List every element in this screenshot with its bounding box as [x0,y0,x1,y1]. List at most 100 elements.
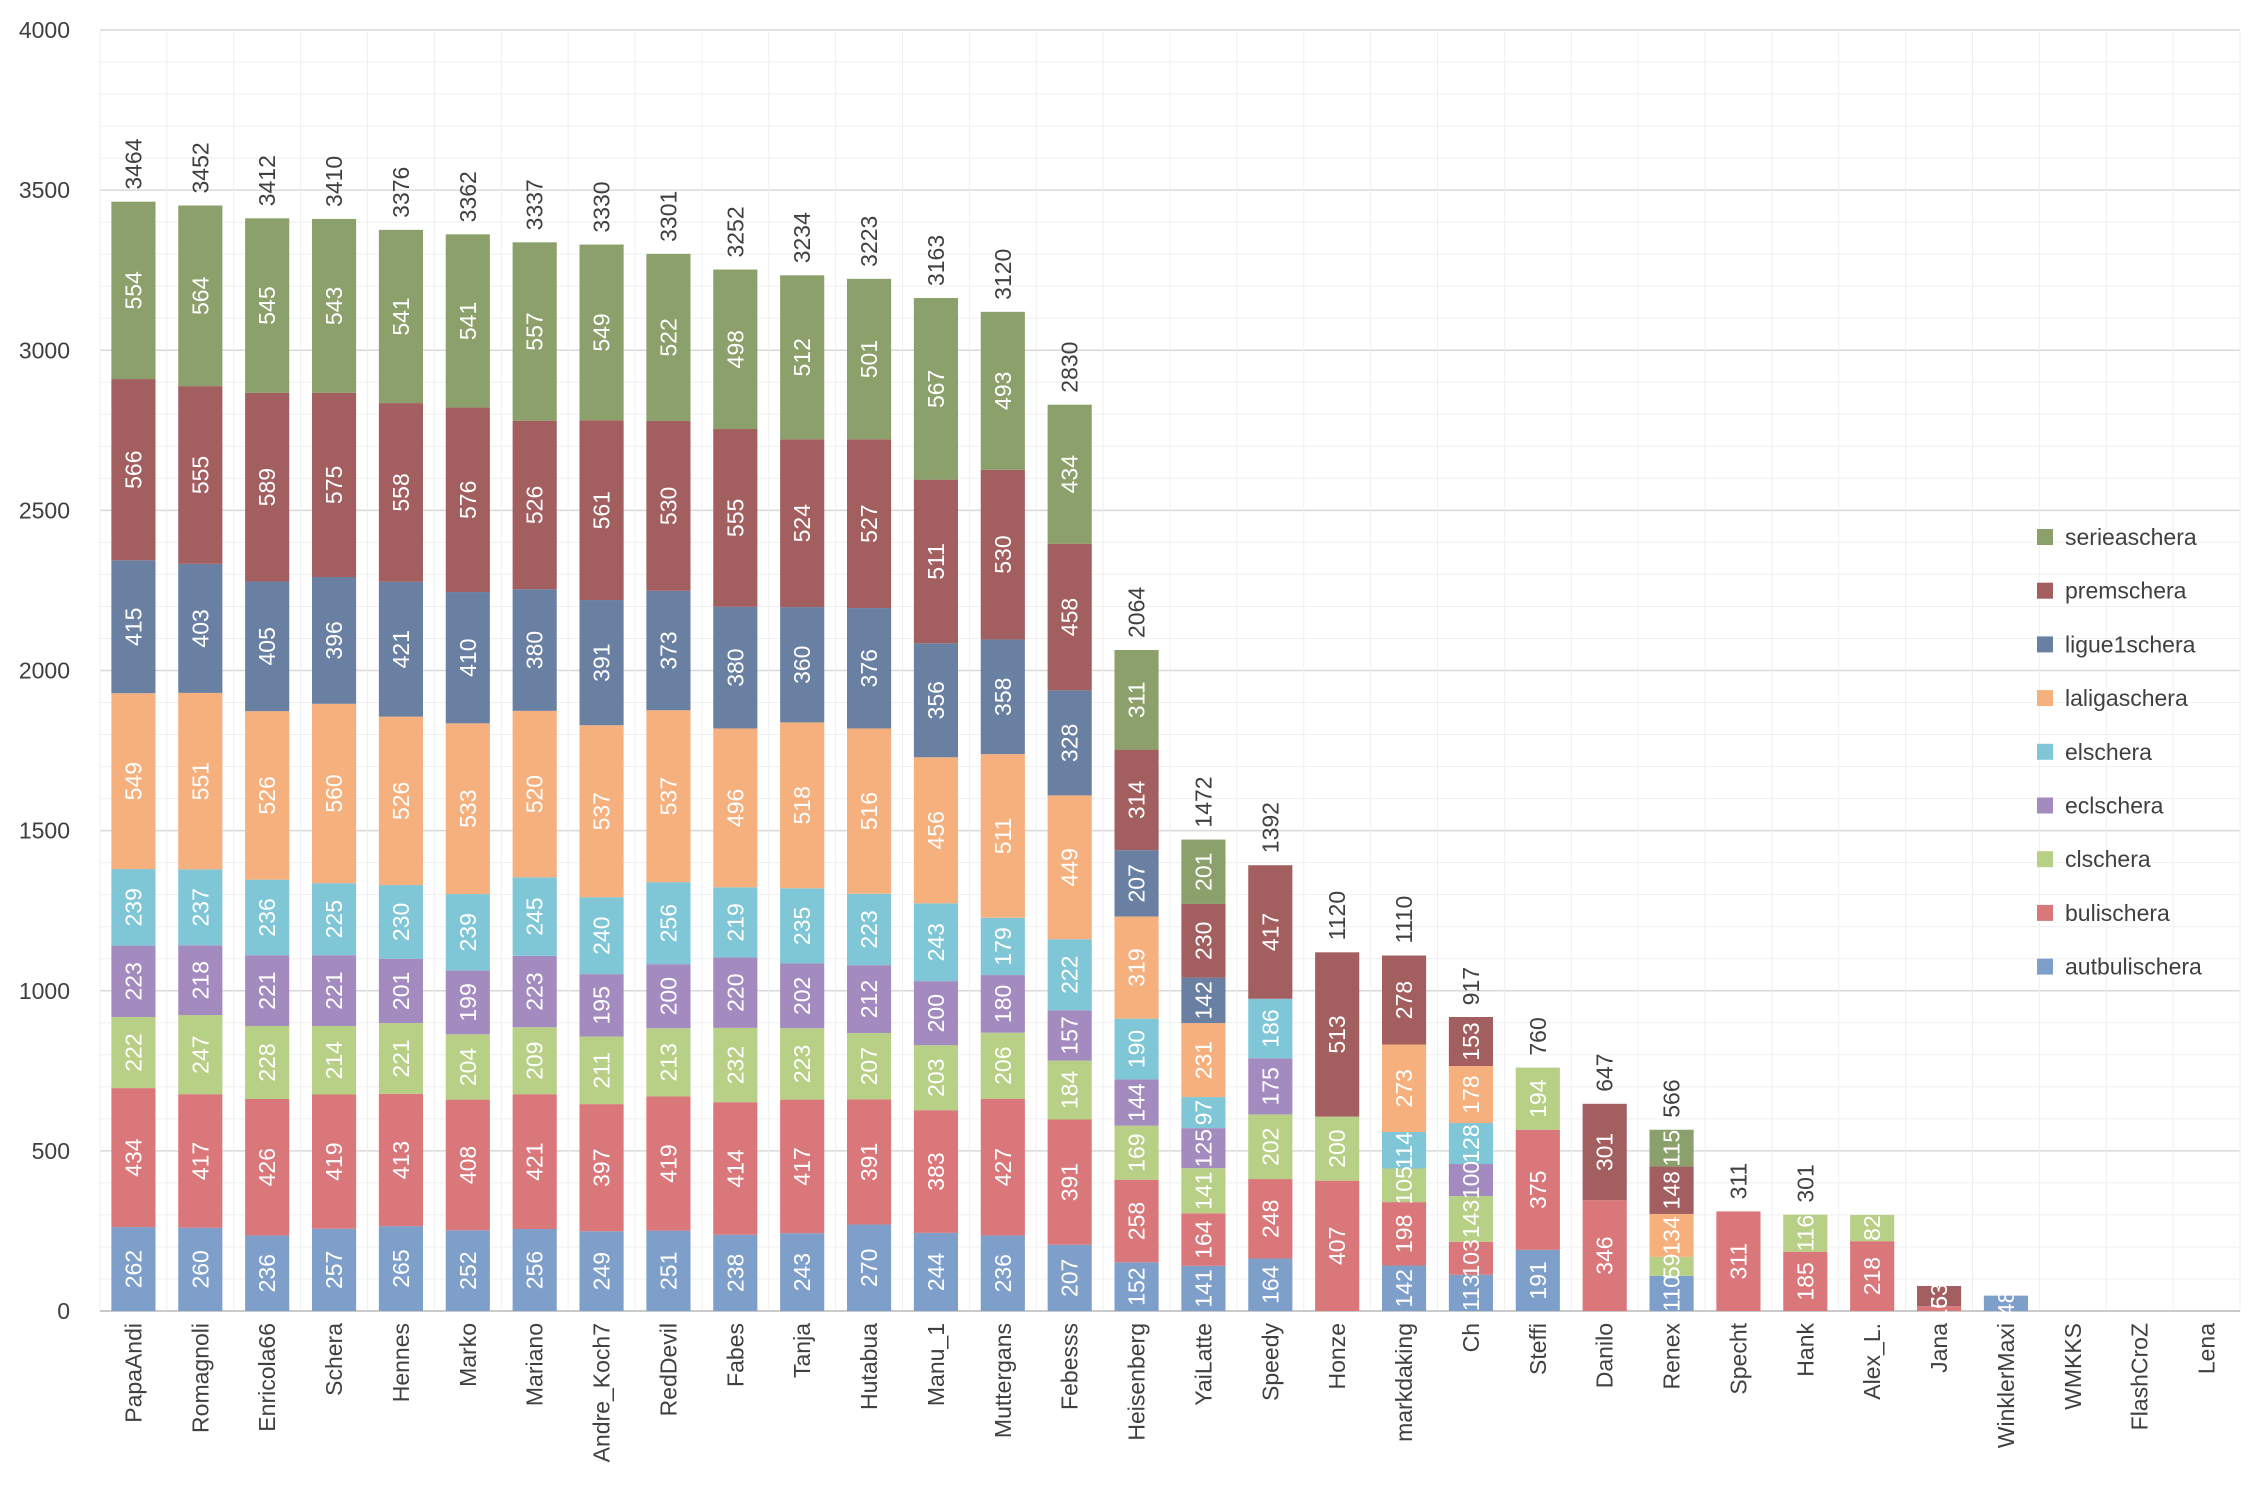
bar-segment-ligue1schera [780,607,825,723]
bars [111,201,2029,1311]
legend-swatch [2037,582,2053,599]
segment-value-label: 511 [990,818,1016,855]
segment-value-label: 223 [120,962,146,1000]
segment-value-label: 257 [321,1251,347,1289]
segment-value-label: 222 [1057,956,1083,994]
bar-segment-ligue1schera [713,606,758,729]
bar-segment-clschera [512,1027,557,1095]
segment-value-label: 235 [789,907,815,945]
bar-segment-serieaschera [178,205,223,387]
segment-value-label: 185 [1792,1262,1818,1300]
x-tick-label: YaiLatte [1190,1323,1216,1406]
segment-value-label: 405 [254,627,280,665]
bar-segment-clschera [646,1028,691,1097]
segment-value-label: 105 [1391,1166,1417,1204]
bar-segment-eclschera [1181,1128,1226,1169]
segment-value-label: 178 [1458,1075,1484,1113]
bar-segment-clschera [1515,1067,1560,1130]
legend-swatch [2037,743,2053,760]
bar-segment-bulischera [378,1093,424,1227]
bar-total-label: 917 [1458,967,1484,1005]
bar-segment-bulischera [1582,1200,1627,1311]
bar-segment-premschera [378,403,424,582]
bar-total-label: 3452 [187,142,213,193]
bar-segment-laligaschera [1381,1044,1427,1132]
bar-segment-ligue1schera [980,639,1025,755]
segment-value-label: 314 [1124,780,1150,819]
segment-value-label: 97 [1190,1100,1216,1126]
bar-segment-laligaschera [713,728,758,888]
bar-segment-serieaschera [846,278,892,440]
x-tick-label: Steffi [1525,1323,1551,1375]
segment-value-label: 164 [1257,1265,1283,1304]
bar-segment-ligue1schera [646,590,691,711]
bar-segment-eclschera [512,955,557,1028]
bar-segment-bulischera [579,1104,624,1232]
segment-value-label: 258 [1124,1202,1150,1240]
segment-value-label: 59 [1659,1254,1685,1280]
segment-value-label: 223 [789,1045,815,1083]
bar-segment-premschera [1114,749,1159,851]
segment-value-label: 200 [1324,1129,1350,1167]
bar-total-label: 2064 [1124,587,1150,638]
bar-total-label: 760 [1525,1017,1551,1055]
y-tick-label: 3500 [19,177,70,203]
legend-entry: serieaschera [2065,524,2197,550]
x-tick-label: Renex [1659,1323,1685,1390]
segment-value-label: 541 [455,302,481,340]
segment-value-label: 376 [856,649,882,687]
bar-total-label: 3163 [923,235,949,286]
segment-value-label: 270 [856,1249,882,1287]
bar-segment-clschera [713,1027,758,1103]
segment-value-label: 273 [1391,1069,1417,1107]
segment-value-label: 513 [1324,1015,1350,1053]
bar-segment-elschera [445,894,490,971]
segment-value-label: 207 [1124,864,1150,902]
bar-segment-clschera [980,1032,1025,1099]
bar-segment-clschera [178,1015,223,1095]
bar-segment-bulischera [1114,1179,1159,1263]
bar-segment-serieaschera [445,234,490,408]
bar-segment-bulischera [780,1099,825,1234]
segment-value-label: 211 [589,1052,615,1089]
bar-segment-clschera [245,1025,290,1099]
bar-segment-elschera [1381,1131,1427,1169]
segment-value-label: 209 [522,1042,548,1080]
segment-value-label: 530 [655,487,681,525]
bar-segment-ligue1schera [245,581,290,712]
x-tick-label: WinklerMaxi [1993,1323,2019,1448]
segment-value-label: 251 [655,1252,681,1290]
bar-segment-laligaschera [1114,916,1159,1019]
bar-segment-bulischera [1850,1241,1895,1311]
bar-segment-elschera [1181,1097,1226,1129]
bar-segment-elschera [178,869,223,946]
segment-value-label: 449 [1057,848,1083,886]
bar-segment-eclschera [111,945,156,1018]
segment-value-label: 221 [388,1039,414,1077]
bar-segment-autbulischera [713,1234,758,1311]
bar-segment-bulischera [1381,1202,1427,1266]
bar-segment-elschera [980,917,1025,976]
bar-segment-eclschera [579,974,624,1037]
segment-value-label: 260 [187,1250,213,1288]
x-tick-label: Jana [1926,1323,1952,1373]
bar-segment-eclschera [980,975,1025,1033]
x-tick-label: Lena [2194,1323,2220,1374]
segment-value-label: 498 [722,330,748,368]
legend-swatch [2037,529,2053,545]
bar-segment-bulischera [1916,1306,1962,1311]
segment-value-label: 537 [589,792,615,830]
bar-segment-eclschera [1448,1164,1494,1197]
bar-segment-clschera [1381,1168,1427,1203]
segment-value-label: 417 [1257,913,1283,951]
segment-value-label: 180 [990,985,1016,1023]
segment-value-label: 249 [589,1252,615,1290]
bar-segment-elschera [111,869,156,946]
segment-value-label: 356 [923,681,949,719]
segment-value-label: 319 [1124,948,1150,986]
bar-segment-elschera [1047,939,1092,1011]
bar-segment-laligaschera [311,703,357,884]
segment-value-label: 213 [655,1043,681,1081]
bar-total-label: 566 [1659,1079,1685,1117]
bar-segment-clschera [445,1034,490,1100]
